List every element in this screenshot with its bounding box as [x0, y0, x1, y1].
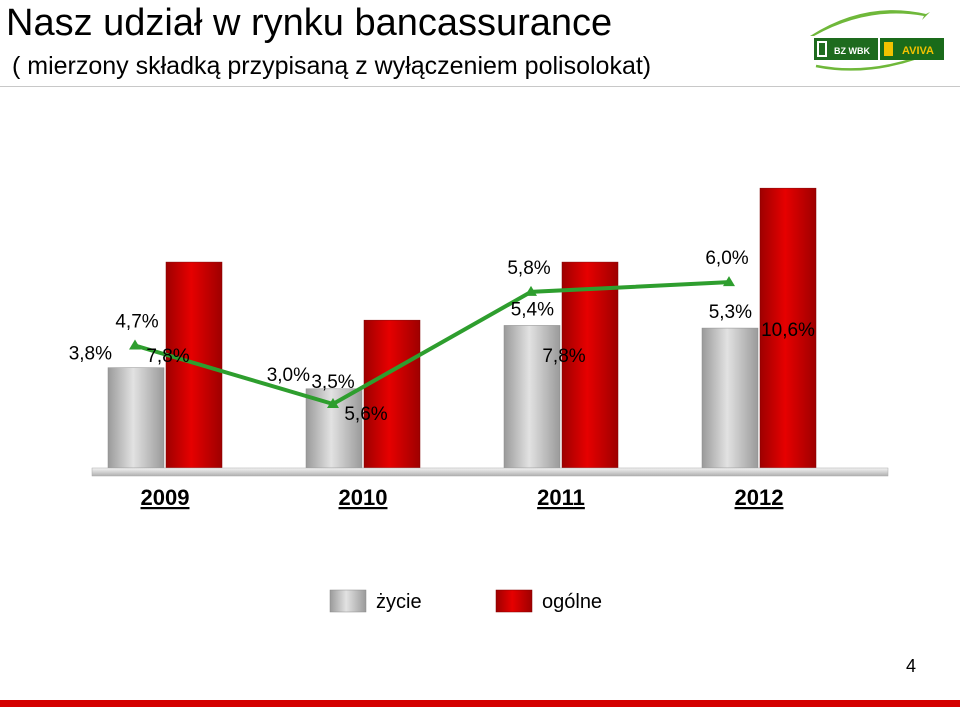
- line-label-2010: 3,5%: [311, 372, 354, 393]
- bar-label-ogolne-2009: 7,8%: [146, 346, 189, 367]
- legend-swatch-zycie: [329, 589, 367, 613]
- line-series: [134, 280, 730, 407]
- category-label-2009: 2009: [141, 485, 190, 510]
- bar-label-ogolne-2011: 7,8%: [542, 346, 585, 367]
- line-label-2011: 5,8%: [507, 258, 550, 279]
- line-label-2009: 4,7%: [115, 312, 158, 333]
- logo-aviva-block: [880, 38, 944, 60]
- legend-label-ogolne: ogólne: [542, 591, 602, 613]
- category-label-2010: 2010: [339, 485, 388, 510]
- bar-zycie-2011: [503, 325, 561, 469]
- bar-ogolne-2010: [363, 319, 421, 469]
- footer-bar: [0, 700, 960, 707]
- bar-label-ogolne-2010: 5,6%: [344, 404, 387, 425]
- page-title: Nasz udział w rynku bancassurance: [6, 2, 613, 44]
- page-number: 4: [906, 656, 917, 676]
- page-subtitle: ( mierzony składką przypisaną z wyłączen…: [12, 52, 652, 80]
- legend-swatch-ogolne: [495, 589, 533, 613]
- logo-bzwbk-block: [814, 38, 878, 60]
- line-point-2010: [327, 398, 339, 408]
- logo-right-text: AVIVA: [902, 45, 934, 57]
- line-point-2009: [129, 339, 141, 350]
- bar-label-zycie-2010: 3,0%: [267, 365, 310, 386]
- category-label-2012: 2012: [735, 485, 784, 510]
- bzwbk-aviva-logo: BZ WBK AVIVA: [810, 10, 944, 71]
- line-label-2012: 6,0%: [705, 248, 748, 269]
- bar-zycie-2012: [701, 327, 759, 469]
- bar-label-zycie-2009: 3,8%: [69, 344, 112, 365]
- bar-label-zycie-2012: 5,3%: [709, 302, 752, 323]
- bar-ogolne-2012: [759, 187, 817, 469]
- chart-base-platform: [91, 467, 889, 477]
- line-point-2011: [525, 285, 537, 296]
- legend-label-zycie: życie: [376, 591, 422, 613]
- header-divider: [0, 86, 960, 87]
- bar-zycie-2009: [107, 367, 165, 469]
- logo-swoosh: [810, 10, 930, 36]
- bar-label-zycie-2011: 5,4%: [511, 299, 554, 320]
- line-point-2012: [723, 276, 735, 287]
- logo-left-text: BZ WBK: [834, 46, 870, 56]
- bar-label-ogolne-2012: 10,6%: [761, 320, 815, 341]
- bar-ogolne-2011: [561, 261, 619, 469]
- category-label-2011: 2011: [537, 485, 585, 510]
- bar-ogolne-2009: [165, 261, 223, 469]
